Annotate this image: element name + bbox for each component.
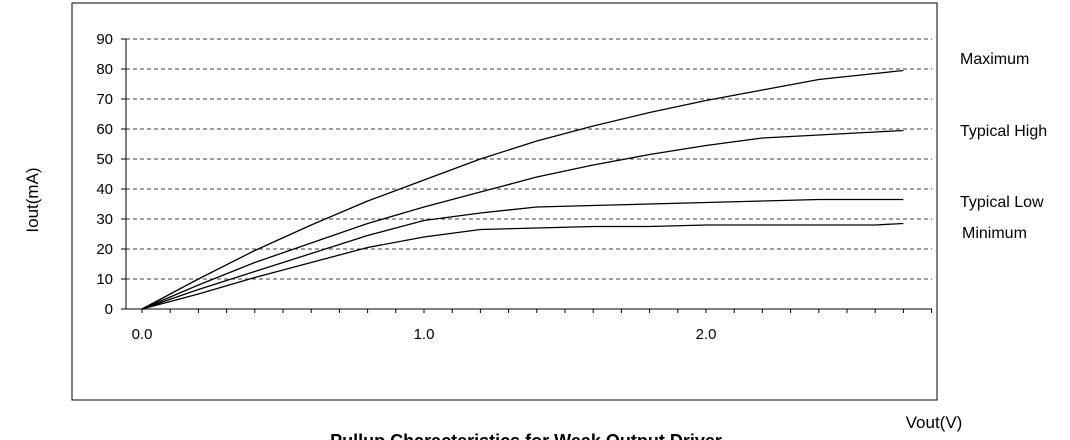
- y-tick-label: 10: [96, 271, 113, 288]
- chart-frame: [71, 2, 938, 401]
- x-tick-label: 2.0: [696, 326, 717, 343]
- series-line-typical-high: [141, 129, 904, 310]
- series-line-maximum: [141, 69, 904, 310]
- y-tick-label: 0: [105, 301, 113, 318]
- y-axis-title: Iout(mA): [23, 167, 42, 232]
- y-tick-label: 90: [96, 31, 113, 48]
- x-tick-label: 1.0: [414, 326, 435, 343]
- x-tick-label: 0.0: [132, 326, 153, 343]
- tick-labels: 0 10 20 30 40 50 60 70 80 90 0.0 1.0 2.0: [96, 31, 716, 343]
- series-label-typical-low: Typical Low: [960, 194, 1044, 211]
- series-lines: [141, 69, 904, 310]
- chart-title: Pullup Characteristics for Weak Output D…: [330, 431, 722, 440]
- y-tick-label: 60: [96, 121, 113, 138]
- series-line-minimum: [141, 222, 904, 310]
- y-tick-label: 30: [96, 211, 113, 228]
- x-axis-title: Vout(V): [906, 413, 963, 432]
- series-labels: Maximum Typical High Typical Low Minimum: [960, 51, 1047, 242]
- series-label-typical-high: Typical High: [960, 123, 1047, 140]
- series-line-typical-low: [141, 198, 904, 310]
- y-tick-label: 20: [96, 241, 113, 258]
- grid: [126, 38, 932, 280]
- y-tick-label: 70: [96, 91, 113, 108]
- series-label-maximum: Maximum: [960, 51, 1029, 68]
- y-tick-label: 80: [96, 61, 113, 78]
- axes: [121, 38, 933, 313]
- y-tick-label: 40: [96, 181, 113, 198]
- series-label-minimum: Minimum: [962, 225, 1027, 242]
- y-tick-label: 50: [96, 151, 113, 168]
